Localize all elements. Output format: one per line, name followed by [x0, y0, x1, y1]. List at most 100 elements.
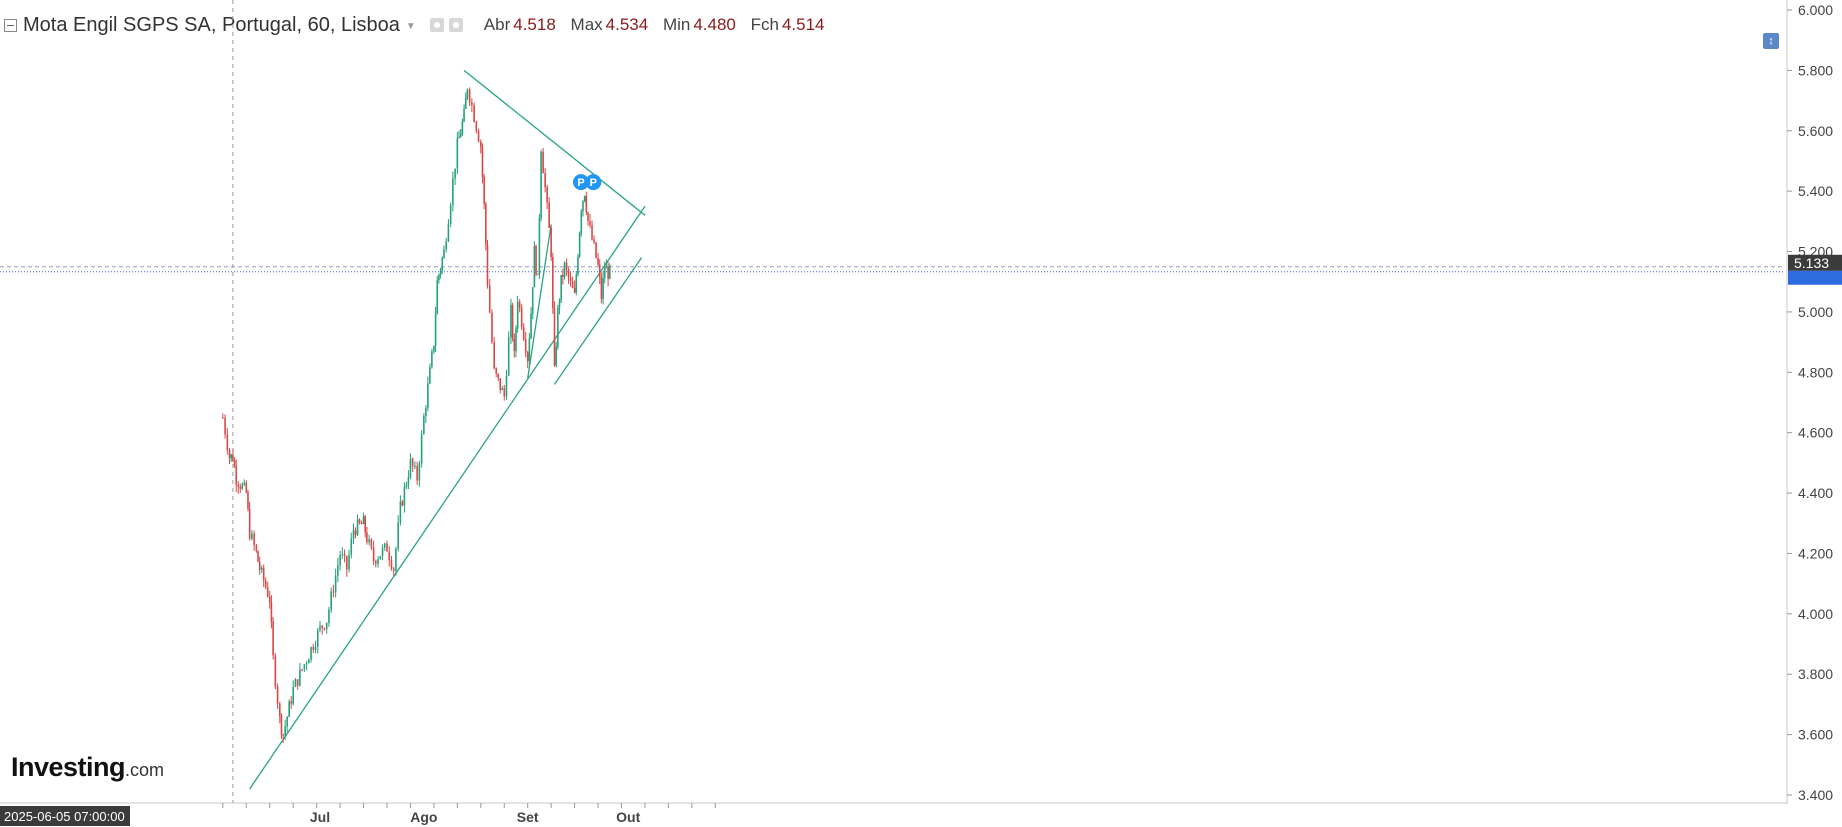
x-tick-label: Out — [616, 809, 640, 825]
candle-body — [239, 486, 242, 489]
trendline — [463, 69, 646, 216]
y-tick-label: 3.400 — [1798, 787, 1833, 803]
candle-body — [538, 217, 541, 275]
candle-body — [598, 264, 601, 278]
candle-body — [290, 701, 292, 704]
open-value: 4.518 — [513, 15, 556, 34]
y-tick-label: 5.600 — [1798, 123, 1833, 139]
chevron-down-icon[interactable]: ▼ — [405, 20, 416, 32]
candle-body — [294, 679, 297, 687]
candle-body — [343, 554, 346, 557]
candle-body — [319, 625, 321, 631]
price-tag-blue — [1788, 270, 1842, 285]
candle-body — [607, 266, 609, 279]
candle-body — [232, 454, 234, 461]
candle-body — [571, 280, 574, 288]
candle-body — [301, 669, 303, 671]
candle-body — [341, 554, 344, 556]
candle-body — [274, 655, 277, 687]
candle-body — [535, 245, 537, 274]
candle-body — [235, 466, 238, 485]
candle-body — [583, 196, 586, 202]
candle-body — [299, 669, 301, 686]
candle-body — [593, 239, 595, 243]
instrument-title[interactable]: Mota Engil SGPS SA, Portugal, 60, Lisboa — [23, 13, 400, 36]
logo-suffix: .com — [125, 760, 165, 780]
candle-body — [241, 484, 244, 489]
candle-body — [257, 551, 259, 562]
candle-body — [332, 591, 335, 593]
candle-body — [562, 274, 564, 277]
candle-body — [533, 245, 536, 288]
candle-body — [409, 458, 412, 478]
y-tick-label: 6.000 — [1798, 2, 1833, 18]
candle-body — [520, 307, 523, 328]
candle-body — [589, 221, 591, 226]
candle-body — [439, 269, 442, 275]
candle-body — [486, 244, 489, 286]
candle-body — [356, 519, 359, 535]
candle-body — [328, 609, 330, 623]
candle-body — [505, 375, 508, 397]
candle-body — [577, 256, 579, 275]
candle-body — [503, 388, 506, 397]
candle-body — [466, 89, 469, 98]
candle-body — [264, 580, 267, 588]
candle-body — [370, 539, 373, 548]
y-tick-label: 4.600 — [1798, 425, 1833, 441]
candle-body — [337, 565, 339, 576]
gear-icon[interactable] — [448, 18, 463, 32]
candle-body — [605, 266, 608, 269]
low-value: 4.480 — [693, 15, 736, 34]
candle-body — [555, 347, 557, 366]
candle-body — [497, 373, 500, 379]
candle-body — [510, 304, 512, 338]
candle-body — [438, 274, 440, 281]
candle-body — [411, 458, 414, 467]
candle-body — [542, 151, 544, 174]
candle-body — [546, 187, 548, 203]
candle-body — [560, 274, 562, 301]
candle-body — [567, 269, 570, 278]
candle-body — [550, 227, 552, 258]
candle-body — [243, 482, 246, 485]
candle-body — [368, 539, 370, 543]
candle-body — [262, 567, 265, 581]
scroll-to-realtime-icon[interactable]: ↕ — [1763, 33, 1779, 49]
price-tag — [1788, 254, 1842, 271]
candle-body — [253, 533, 255, 545]
candle-body — [499, 378, 502, 391]
candle-body — [237, 484, 240, 487]
candle-body — [475, 121, 478, 132]
candle-body — [397, 522, 399, 549]
candle-body — [447, 223, 450, 242]
candle-body — [334, 575, 337, 593]
y-tick-label: 3.600 — [1798, 727, 1833, 743]
candle-body — [493, 342, 495, 369]
visibility-icon[interactable] — [429, 18, 444, 32]
y-tick-label: 4.000 — [1798, 606, 1833, 622]
candle-body — [518, 301, 521, 308]
candle-body — [392, 568, 395, 571]
candle-body — [308, 659, 310, 664]
collapse-icon[interactable] — [4, 18, 17, 32]
candle-body — [587, 212, 589, 222]
event-marker-label: P — [577, 177, 584, 189]
candle-body — [314, 646, 317, 650]
candle-body — [480, 141, 482, 148]
candle-body — [251, 533, 253, 539]
candle-body — [303, 664, 306, 670]
candle-body — [501, 388, 504, 391]
event-marker-icon — [573, 174, 589, 191]
candle-body — [491, 312, 493, 343]
candle-body — [473, 105, 475, 122]
candle-body — [312, 647, 315, 650]
high-label: Max — [570, 15, 603, 34]
candle-body — [224, 417, 226, 435]
candle-body — [375, 560, 377, 564]
y-tick-label: 4.400 — [1798, 485, 1833, 501]
candle-body — [582, 201, 584, 212]
candle-body — [477, 131, 480, 142]
candle-body — [595, 242, 597, 258]
